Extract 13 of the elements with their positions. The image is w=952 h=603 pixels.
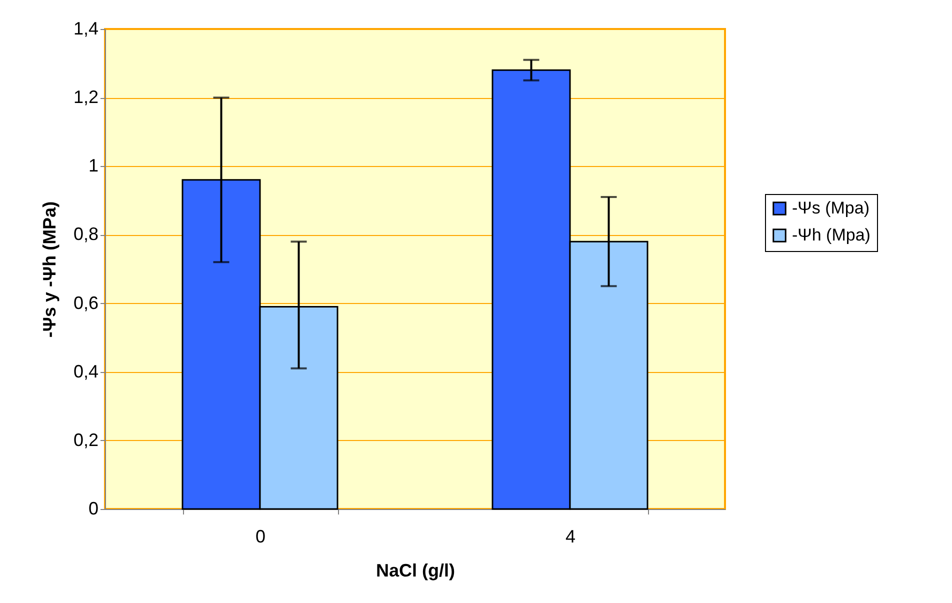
- legend-label: -Ψs (Mpa): [792, 198, 870, 218]
- y-tick-label: 0,2: [73, 430, 98, 450]
- y-axis-title: -Ψs y -Ψh (MPa): [39, 201, 60, 338]
- y-tick-label: 0: [88, 498, 98, 518]
- y-tick-label: 1,4: [73, 18, 98, 38]
- y-tick-label: 0,6: [73, 292, 98, 313]
- y-tick-label: 1,2: [73, 87, 98, 108]
- y-tick-label: 0,4: [73, 361, 98, 382]
- x-tick-label: 4: [565, 526, 576, 546]
- y-tick-label: 1: [88, 156, 98, 176]
- y-tick-label: 0,8: [73, 224, 98, 244]
- x-axis-title: NaCl (g/l): [376, 560, 455, 580]
- legend-label: -Ψh (Mpa): [792, 226, 870, 244]
